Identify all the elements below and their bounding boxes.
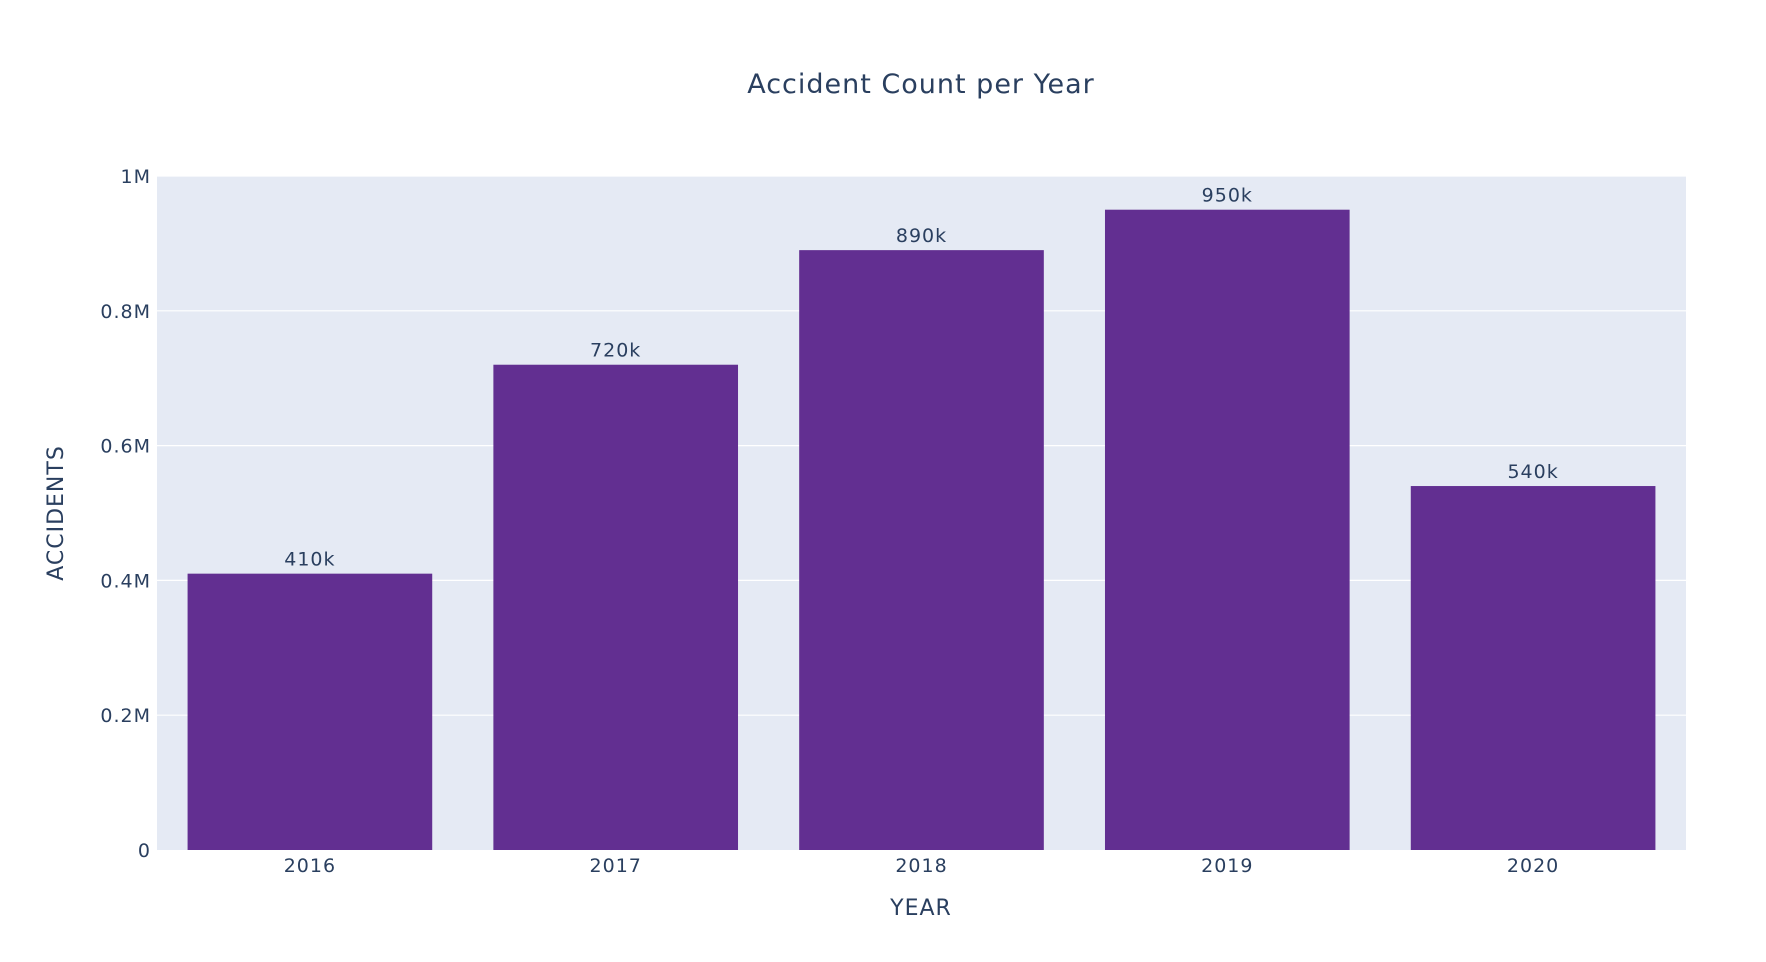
data-label-2018: 890k [896,225,947,247]
data-label-2016: 410k [284,549,335,571]
x-tick-label: 2018 [895,855,947,877]
x-axis-ticks: 2016 2017 2018 2019 2020 [284,855,1559,877]
x-tick-label: 2020 [1507,855,1559,877]
y-tick-label: 0.8M [100,301,151,323]
bar-2019 [1104,209,1350,850]
y-tick-label: 1M [121,166,151,188]
y-tick-label: 0 [138,840,151,862]
data-label-2017: 720k [590,340,641,362]
y-tick-label: 0.6M [100,436,151,458]
data-labels: 410k 720k 890k 950k 540k [284,185,1558,571]
bar-2016 [187,573,433,850]
y-tick-label: 0.2M [100,705,151,727]
x-tick-label: 2016 [284,855,336,877]
bar-2017 [493,364,739,850]
bars [187,209,1656,850]
x-tick-label: 2019 [1201,855,1253,877]
data-label-2020: 540k [1507,461,1558,483]
y-axis-title: ACCIDENTS [44,445,69,581]
data-label-2019: 950k [1202,185,1253,207]
x-axis-title: YEAR [889,896,952,921]
bar-2020 [1410,486,1656,850]
y-tick-label: 0.4M [100,570,151,592]
bar-2018 [799,250,1044,850]
chart-title: Accident Count per Year [747,69,1095,100]
x-tick-label: 2017 [590,855,642,877]
y-axis-ticks: 0 0.2M 0.4M 0.6M 0.8M 1M [100,166,151,862]
